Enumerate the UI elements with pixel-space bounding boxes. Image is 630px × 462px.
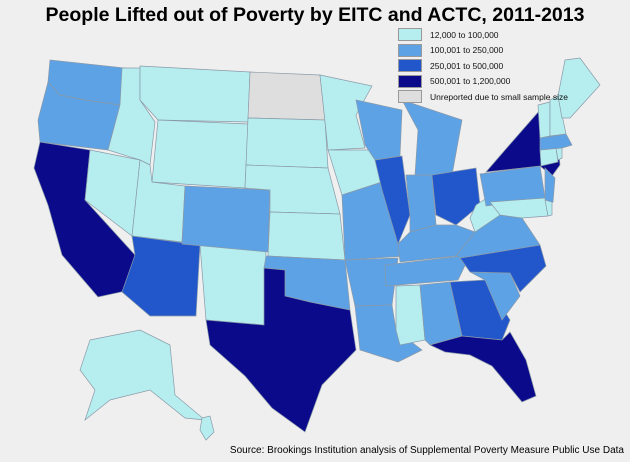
state-nd	[247, 71, 326, 121]
state-ms	[395, 284, 426, 346]
source-note: Source: Brookings Institution analysis o…	[229, 445, 624, 456]
state-nm	[199, 244, 267, 326]
legend-item: 100,001 to 250,000	[398, 43, 568, 58]
legend-item: 12,000 to 100,000	[398, 27, 568, 42]
legend-label: 100,001 to 250,000	[430, 45, 504, 55]
state-ks	[267, 211, 346, 261]
state-nh	[549, 95, 567, 137]
state-ga	[449, 279, 511, 341]
legend-swatch	[398, 74, 422, 88]
legend: 12,000 to 100,000 100,001 to 250,000 250…	[398, 27, 568, 105]
state-la	[354, 304, 423, 363]
legend-item: Unreported due to small sample size	[398, 89, 568, 104]
state-co	[181, 185, 271, 253]
legend-label: 12,000 to 100,000	[430, 29, 499, 40]
state-hi	[199, 415, 215, 441]
state-wy	[151, 119, 249, 189]
state-in	[405, 174, 437, 233]
legend-label: 500,001 to 1,200,000	[430, 76, 511, 86]
state-mi	[401, 99, 463, 176]
state-md	[489, 197, 549, 219]
legend-swatch	[398, 90, 422, 103]
legend-swatch	[398, 43, 422, 57]
state-fl	[428, 331, 537, 403]
state-nj	[544, 167, 556, 208]
state-tn	[384, 254, 471, 287]
legend-swatch	[398, 59, 422, 72]
state-oh	[431, 167, 481, 226]
legend-label: 250,001 to 500,000	[430, 60, 504, 71]
state-mn	[319, 74, 373, 151]
state-vt	[537, 101, 551, 139]
state-az	[121, 235, 201, 317]
state-il	[374, 155, 411, 246]
state-mt	[139, 65, 251, 123]
state-me	[557, 57, 601, 119]
legend-item: 250,001 to 500,000	[398, 58, 568, 73]
state-ak	[79, 329, 207, 422]
map-title: People Lifted out of Poverty by EITC and…	[45, 4, 585, 26]
state-ky	[397, 224, 476, 263]
state-tx	[205, 267, 357, 433]
legend-swatch	[398, 28, 422, 41]
legend-item: 500,001 to 1,200,000	[398, 74, 568, 89]
state-de	[544, 199, 553, 217]
legend-label: Unreported due to small sample size	[430, 91, 568, 102]
state-sd	[245, 117, 329, 169]
